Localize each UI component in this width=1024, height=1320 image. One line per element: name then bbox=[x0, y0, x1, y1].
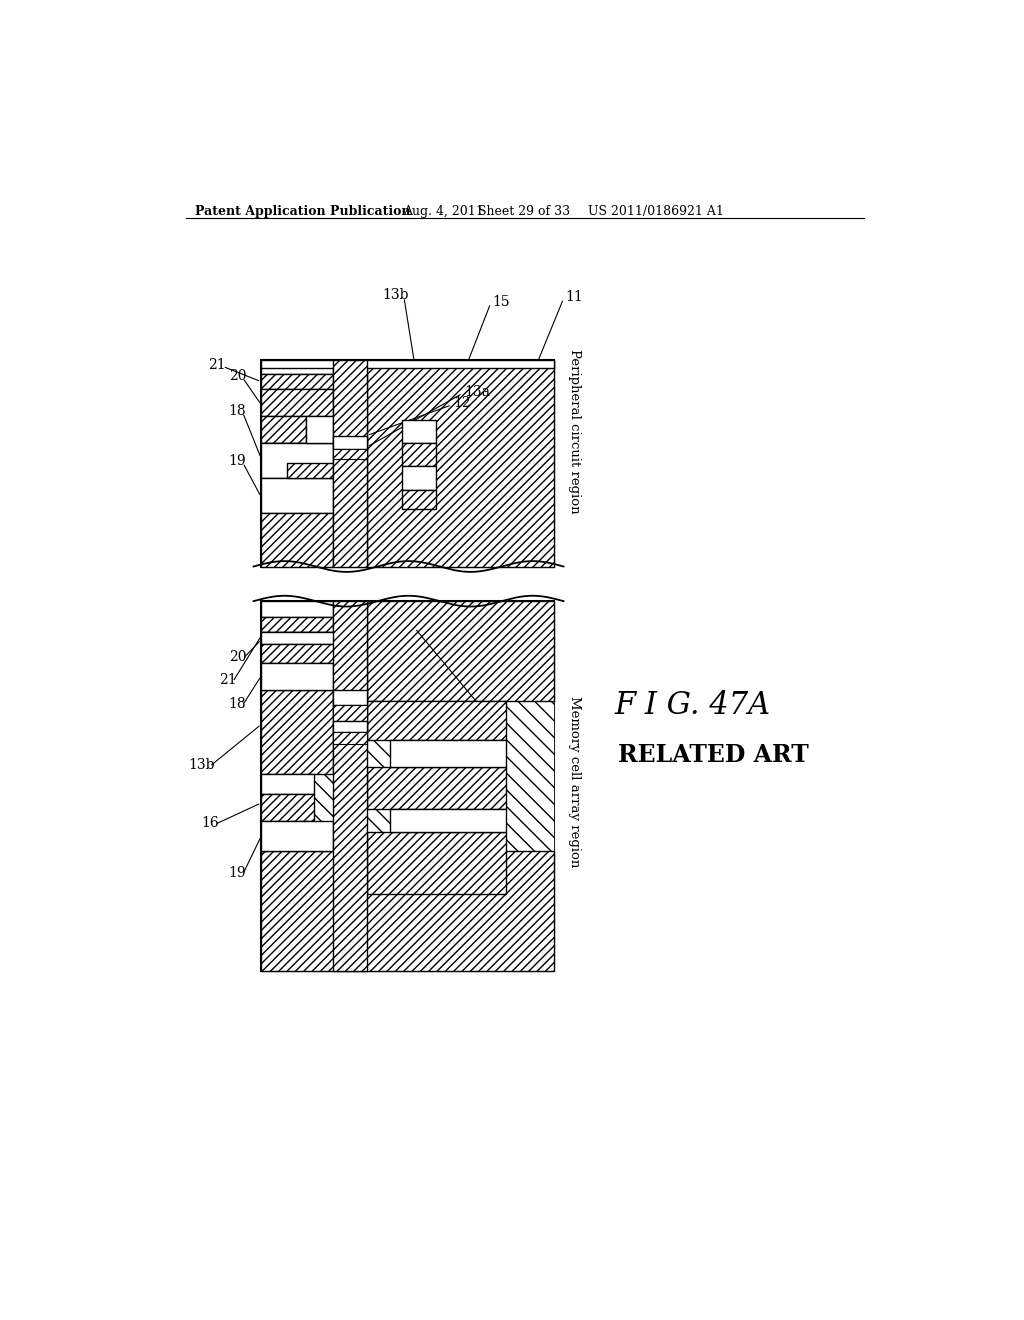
Bar bbox=[367, 701, 506, 739]
Text: US 2011/0186921 A1: US 2011/0186921 A1 bbox=[588, 205, 723, 218]
Bar bbox=[261, 444, 334, 462]
Text: 20: 20 bbox=[228, 370, 246, 383]
Bar bbox=[367, 601, 554, 701]
Bar bbox=[261, 389, 334, 416]
Bar bbox=[390, 809, 506, 832]
Text: Memory cell array region: Memory cell array region bbox=[568, 697, 581, 867]
Text: 18: 18 bbox=[228, 404, 247, 418]
Bar bbox=[367, 360, 554, 566]
Bar bbox=[401, 466, 436, 490]
Bar bbox=[367, 832, 506, 894]
Bar bbox=[334, 733, 367, 743]
Bar bbox=[261, 793, 314, 821]
Bar bbox=[261, 360, 334, 374]
Bar bbox=[334, 721, 367, 733]
Bar bbox=[334, 360, 367, 566]
Text: 15: 15 bbox=[486, 702, 504, 717]
Bar bbox=[261, 663, 334, 689]
Bar bbox=[261, 601, 554, 970]
Text: 12: 12 bbox=[441, 747, 459, 760]
Bar bbox=[334, 436, 367, 449]
Text: 21: 21 bbox=[219, 673, 238, 688]
Bar bbox=[261, 644, 349, 663]
Text: 20: 20 bbox=[228, 651, 246, 664]
Text: Sheet 29 of 33: Sheet 29 of 33 bbox=[478, 205, 570, 218]
Bar bbox=[261, 478, 334, 512]
Text: 19: 19 bbox=[228, 454, 247, 469]
Bar bbox=[261, 821, 334, 851]
Bar bbox=[261, 416, 306, 444]
Bar bbox=[261, 689, 334, 775]
Text: 16: 16 bbox=[202, 816, 219, 830]
Bar bbox=[334, 690, 367, 705]
Bar bbox=[261, 601, 334, 616]
Bar bbox=[261, 775, 314, 793]
Bar bbox=[306, 416, 334, 444]
Bar bbox=[334, 449, 367, 459]
Bar bbox=[367, 767, 506, 809]
Bar bbox=[261, 444, 334, 478]
Text: 18: 18 bbox=[228, 697, 247, 710]
Text: 13a: 13a bbox=[464, 384, 490, 399]
Text: Patent Application Publication: Patent Application Publication bbox=[196, 205, 411, 218]
Bar bbox=[261, 512, 334, 566]
Bar bbox=[261, 360, 554, 566]
Bar bbox=[261, 374, 334, 389]
Text: Peripheral circuit region: Peripheral circuit region bbox=[568, 350, 581, 513]
Bar bbox=[334, 601, 367, 970]
Bar bbox=[401, 490, 436, 508]
Bar bbox=[401, 444, 436, 466]
Bar bbox=[261, 632, 349, 663]
Bar bbox=[401, 420, 436, 444]
Text: 21: 21 bbox=[208, 358, 225, 372]
Bar bbox=[390, 739, 506, 767]
Bar bbox=[261, 632, 349, 644]
Text: 11: 11 bbox=[565, 290, 583, 304]
Bar bbox=[334, 705, 367, 721]
Bar bbox=[261, 851, 554, 970]
Text: RELATED ART: RELATED ART bbox=[617, 743, 809, 767]
Text: 13b: 13b bbox=[382, 289, 409, 302]
Bar bbox=[287, 462, 334, 478]
Bar bbox=[261, 360, 554, 368]
Text: 15: 15 bbox=[493, 294, 510, 309]
Text: F I G. 47A: F I G. 47A bbox=[614, 689, 771, 721]
Bar bbox=[261, 616, 334, 632]
Text: 13a: 13a bbox=[441, 808, 467, 822]
Text: 13b: 13b bbox=[188, 758, 215, 772]
Text: 19: 19 bbox=[228, 866, 247, 880]
Text: Aug. 4, 2011: Aug. 4, 2011 bbox=[403, 205, 484, 218]
Bar bbox=[261, 601, 554, 970]
Text: 12: 12 bbox=[454, 396, 471, 411]
Bar bbox=[261, 360, 367, 566]
